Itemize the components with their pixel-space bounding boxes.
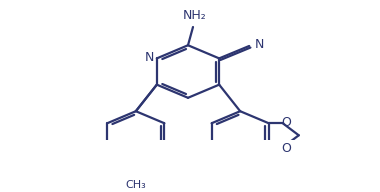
Text: N: N: [145, 51, 155, 64]
Text: N: N: [255, 38, 264, 51]
Text: NH₂: NH₂: [183, 9, 207, 22]
Text: O: O: [281, 116, 291, 129]
Text: O: O: [281, 142, 291, 155]
Text: CH₃: CH₃: [125, 180, 146, 190]
